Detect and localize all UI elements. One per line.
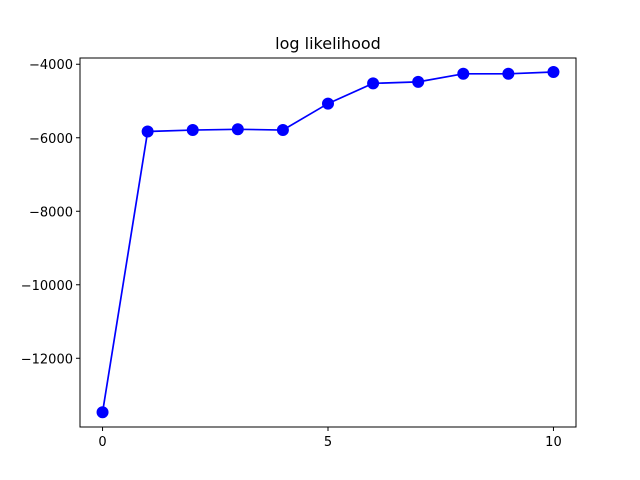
axes: 0 5 10 −12000 −10000 −8000 −6000 −4000 (21, 57, 577, 450)
x-tick-label: 10 (545, 435, 562, 450)
data-point (141, 125, 154, 138)
data-point (276, 124, 289, 137)
y-tick-label: −10000 (21, 279, 73, 294)
y-tick-label: −6000 (29, 132, 73, 147)
data-point (231, 123, 244, 136)
data-point (457, 67, 470, 80)
chart-title: log likelihood (275, 34, 381, 53)
data-point (186, 124, 199, 137)
x-tick-label: 0 (98, 435, 106, 450)
data-point (412, 75, 425, 88)
data-point (502, 67, 515, 80)
y-tick-label: −4000 (29, 58, 73, 73)
data-point (547, 65, 560, 78)
x-tick-label: 5 (324, 435, 332, 450)
data-point (367, 77, 380, 90)
data-point (322, 97, 334, 110)
y-tick-label: −12000 (21, 352, 73, 367)
y-tick-label: −8000 (29, 205, 73, 220)
series-layer (96, 65, 560, 419)
data-point (96, 406, 109, 419)
